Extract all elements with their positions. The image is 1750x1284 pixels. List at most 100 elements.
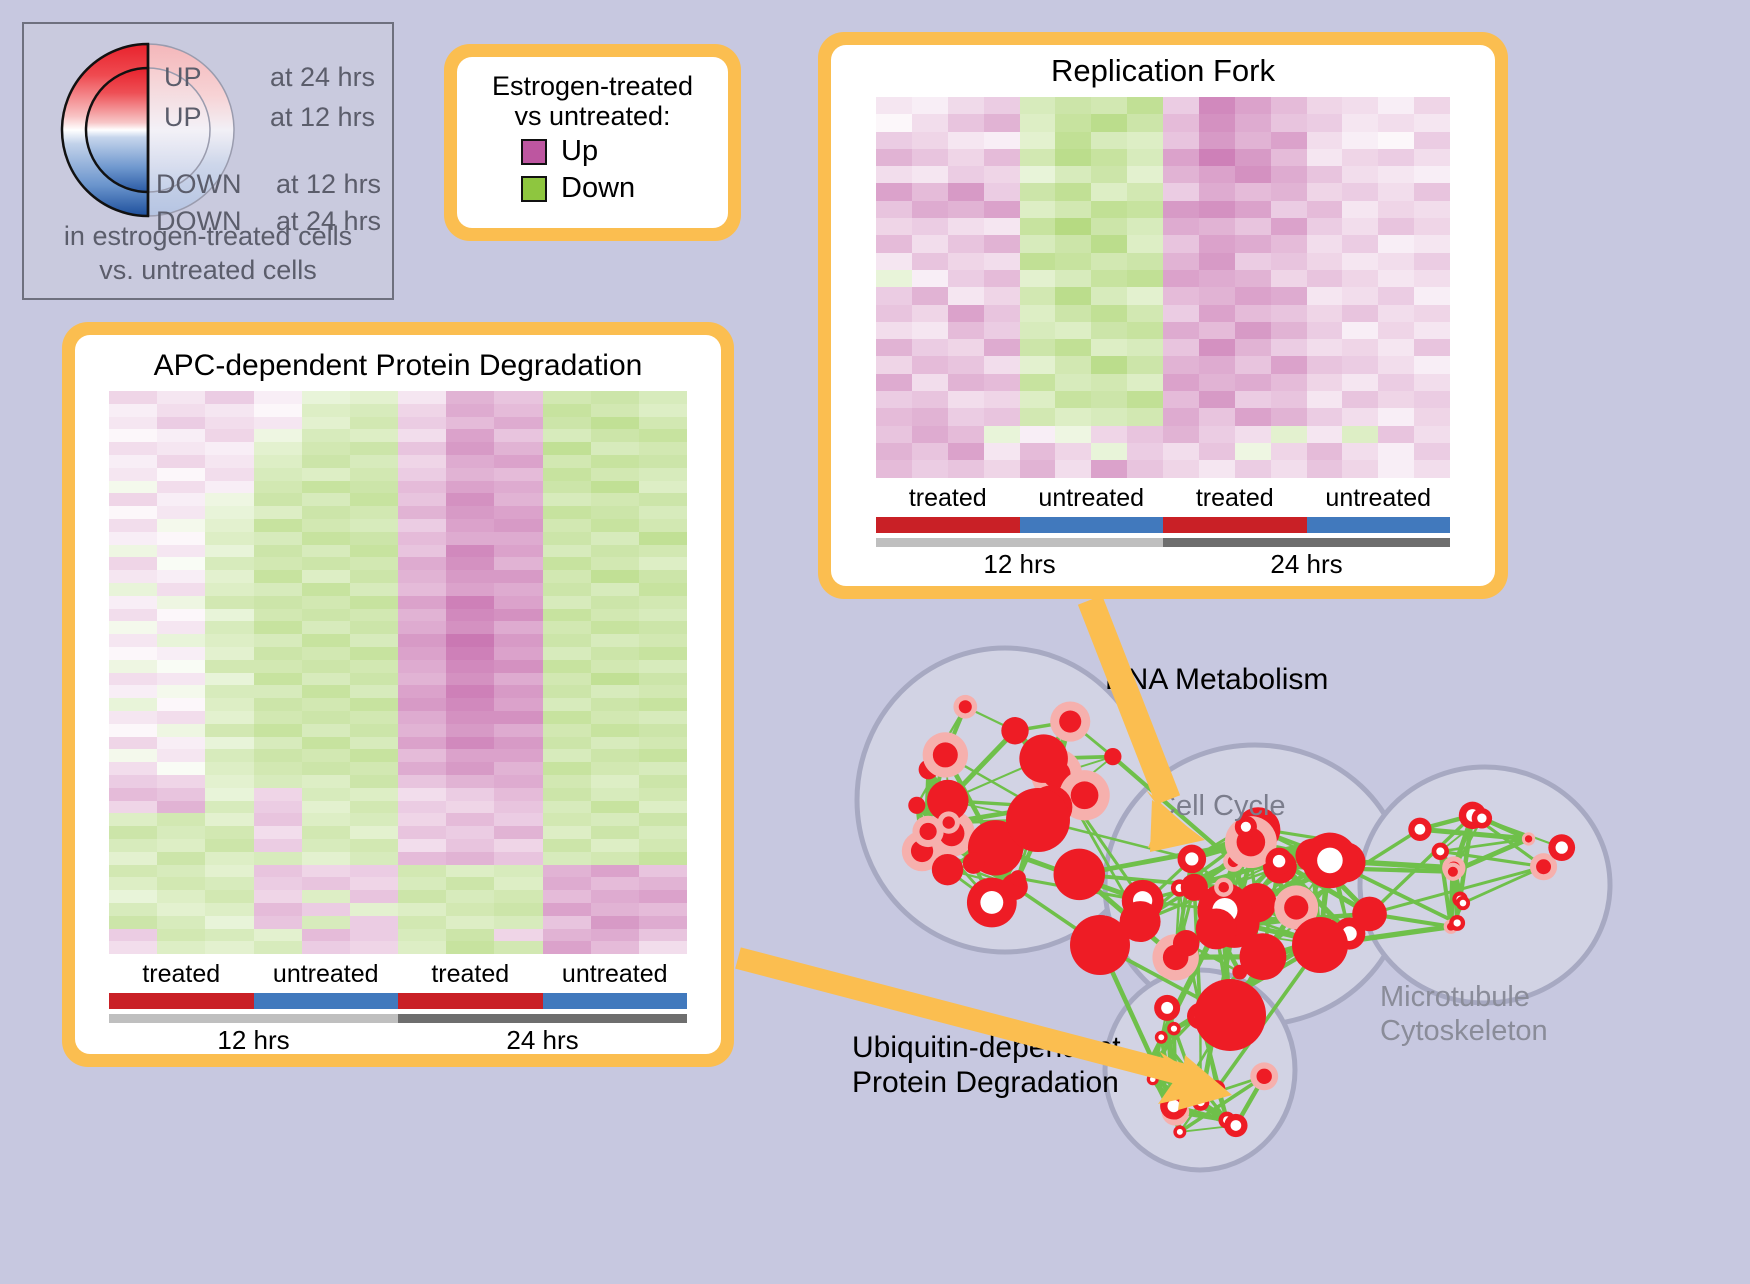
- time-label: 12 hrs: [876, 547, 1163, 580]
- network-node[interactable]: [1173, 930, 1200, 957]
- pathway-network-diagram: DNA Metabolism Cell Cycle Microtubule Cy…: [800, 615, 1750, 1279]
- network-label-microtubule-cytoskeleton: Microtubule Cytoskeleton: [1380, 980, 1548, 1048]
- condition-label: untreated: [254, 960, 399, 989]
- key-footer: in estrogen-treated cells vs. untreated …: [24, 220, 392, 288]
- network-node[interactable]: [1408, 818, 1431, 841]
- time-label: 24 hrs: [1163, 547, 1450, 580]
- network-node[interactable]: [1522, 832, 1535, 845]
- network-node[interactable]: [1173, 1125, 1186, 1138]
- network-label-ubiquitin: Ubiquitin-dependent: [852, 1030, 1121, 1065]
- network-node[interactable]: [1160, 1092, 1187, 1119]
- network-node[interactable]: [1154, 995, 1180, 1021]
- network-node[interactable]: [1104, 748, 1121, 765]
- legend-swatch-down-icon: [521, 176, 547, 202]
- condition-label: treated: [876, 484, 1020, 513]
- condition-colorbar-segment: [254, 993, 399, 1009]
- network-node[interactable]: [908, 797, 925, 814]
- condition-colorbar-segment: [1307, 517, 1451, 533]
- network-label-dna-metabolism: DNA Metabolism: [1105, 663, 1328, 697]
- network-node[interactable]: [1167, 1022, 1180, 1035]
- legend-title-line2: vs untreated:: [473, 101, 712, 131]
- network-node[interactable]: [1214, 878, 1233, 897]
- panel-title-replication-fork: Replication Fork: [831, 53, 1495, 89]
- condition-colorbar-segment: [109, 993, 254, 1009]
- network-node[interactable]: [1449, 915, 1465, 931]
- legend-swatch-up-icon: [521, 139, 547, 165]
- network-node[interactable]: [1456, 896, 1470, 910]
- key-time-up-12: at 12 hrs: [270, 102, 375, 133]
- network-node[interactable]: [1250, 1062, 1278, 1090]
- network-node[interactable]: [1444, 863, 1462, 881]
- network-node[interactable]: [1050, 701, 1090, 741]
- heatmap-apc: [109, 391, 687, 954]
- network-node[interactable]: [1181, 874, 1208, 901]
- condition-colorbar-segment: [543, 993, 688, 1009]
- network-node[interactable]: [953, 695, 977, 719]
- legend-label-up: Up: [561, 135, 598, 168]
- time-colorbar-apc: [109, 1014, 687, 1023]
- network-node[interactable]: [1054, 849, 1105, 900]
- network-node[interactable]: [1292, 917, 1348, 973]
- network-node[interactable]: [1472, 808, 1492, 828]
- network-node[interactable]: [1224, 1114, 1247, 1137]
- network-node[interactable]: [1192, 1094, 1209, 1111]
- time-label: 12 hrs: [109, 1023, 398, 1054]
- network-node[interactable]: [1147, 1073, 1159, 1085]
- network-node[interactable]: [1432, 843, 1449, 860]
- network-node[interactable]: [1140, 1059, 1155, 1074]
- condition-label: untreated: [543, 960, 688, 989]
- key-word-up-24: UP: [164, 62, 202, 93]
- network-node[interactable]: [938, 811, 960, 833]
- time-colorbar-segment: [1163, 538, 1450, 547]
- network-node[interactable]: [1322, 833, 1336, 847]
- network-node[interactable]: [1070, 915, 1130, 975]
- network-node[interactable]: [1208, 1080, 1225, 1097]
- legend-title-line1: Estrogen-treated: [473, 71, 712, 101]
- condition-colorbar-segment: [398, 993, 543, 1009]
- condition-label: untreated: [1020, 484, 1164, 513]
- condition-label: untreated: [1307, 484, 1451, 513]
- time-label: 24 hrs: [398, 1023, 687, 1054]
- heatmap-replication-fork: [876, 97, 1450, 478]
- apc-degradation-panel: APC-dependent Protein Degradation treate…: [62, 322, 734, 1067]
- updown-legend-panel: Estrogen-treated vs untreated: Up Down: [444, 44, 741, 241]
- network-node[interactable]: [1178, 845, 1207, 874]
- network-node[interactable]: [963, 852, 984, 873]
- network-label-ubiquitin-degradation: Ubiquitin-dependent Protein Degradation: [852, 1030, 1121, 1101]
- network-node[interactable]: [1001, 717, 1028, 744]
- key-time-down-12: at 12 hrs: [276, 169, 381, 200]
- cluster-microtubule: [1360, 767, 1610, 1003]
- key-time-up-24: at 24 hrs: [270, 62, 375, 93]
- network-label-microtubule: Microtubule: [1380, 980, 1548, 1014]
- network-node[interactable]: [1196, 908, 1237, 949]
- key-footer-line1: in estrogen-treated cells: [24, 220, 392, 254]
- panel-title-apc: APC-dependent Protein Degradation: [75, 349, 721, 383]
- network-node[interactable]: [1155, 1031, 1168, 1044]
- legend-item-down: Down: [521, 172, 712, 205]
- condition-label: treated: [398, 960, 543, 989]
- network-node[interactable]: [1266, 848, 1293, 875]
- time-colorbar-segment: [398, 1014, 687, 1023]
- network-node[interactable]: [932, 854, 963, 885]
- network-node[interactable]: [1194, 979, 1266, 1051]
- time-colorbar-segment: [109, 1014, 398, 1023]
- network-node[interactable]: [1006, 788, 1070, 852]
- condition-colorbar-replication-fork: [876, 517, 1450, 533]
- network-node[interactable]: [1019, 734, 1068, 783]
- network-node[interactable]: [967, 878, 1017, 928]
- network-label-cytoskeleton: Cytoskeleton: [1380, 1014, 1548, 1048]
- network-node[interactable]: [1010, 870, 1026, 886]
- time-colorbar-replication-fork: [876, 538, 1450, 547]
- key-word-down-12: DOWN: [156, 169, 241, 200]
- key-footer-line2: vs. untreated cells: [24, 254, 392, 288]
- network-node[interactable]: [923, 732, 968, 777]
- network-svg: [800, 615, 1750, 1279]
- legend-item-up: Up: [521, 135, 712, 168]
- network-node[interactable]: [1548, 834, 1575, 861]
- key-word-up-12: UP: [164, 102, 202, 133]
